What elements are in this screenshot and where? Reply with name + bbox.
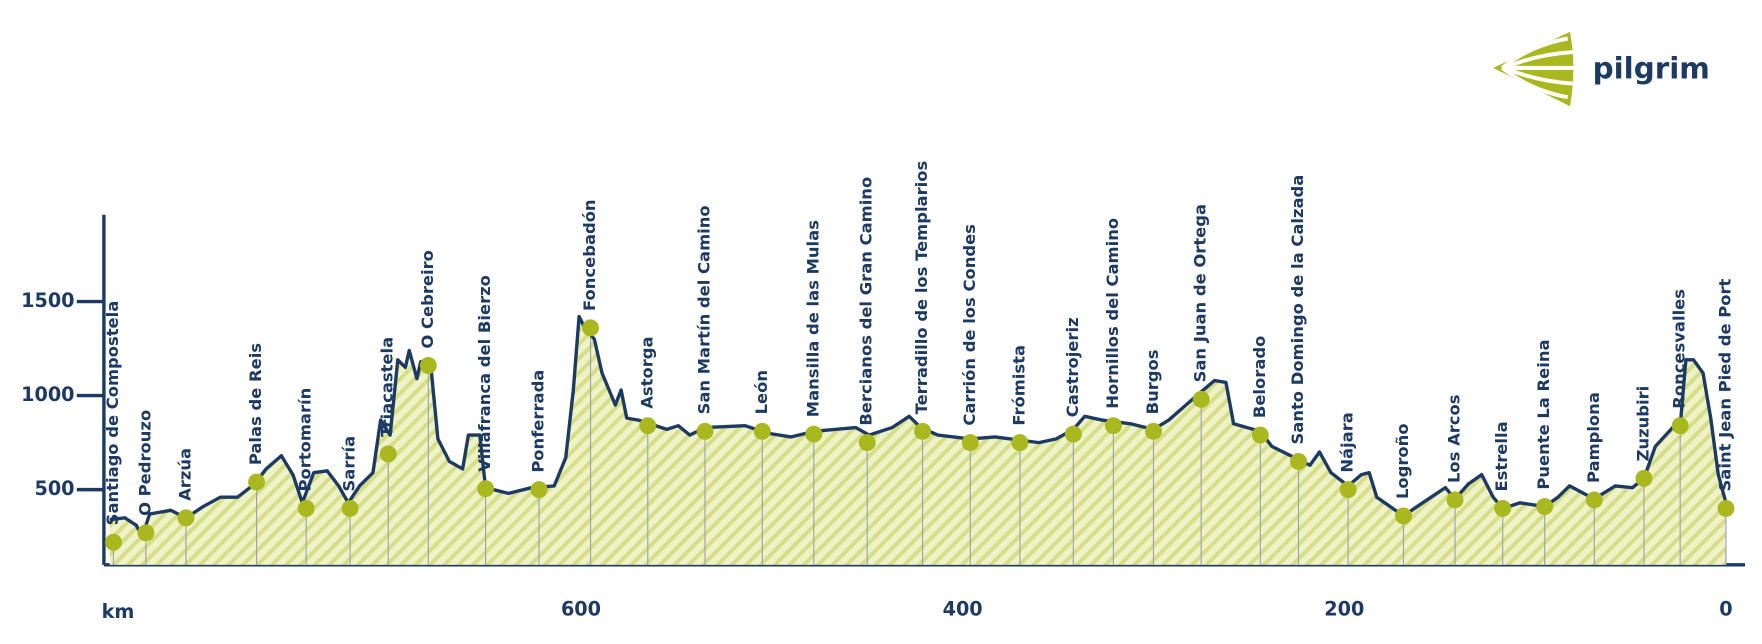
station-label: Santiago de Compostela	[103, 301, 122, 526]
x-tick-label: 400	[943, 598, 983, 621]
station-label: Zuzubiri	[1633, 386, 1652, 462]
station-marker	[1671, 417, 1689, 435]
station-marker	[1251, 426, 1269, 444]
station-marker	[1494, 499, 1512, 517]
station-label: Carrión de los Condes	[960, 224, 979, 426]
station-label: Astorga	[637, 336, 656, 408]
station-marker	[1394, 507, 1412, 525]
x-tick-label: 200	[1324, 598, 1364, 621]
elevation-line	[109, 314, 1728, 539]
station-label: Ponferrada	[529, 370, 548, 473]
station-label: Roncesvalles	[1670, 289, 1689, 409]
station-marker	[419, 357, 437, 374]
station-marker	[1290, 452, 1307, 470]
station-marker	[1145, 422, 1162, 440]
station-marker	[1635, 469, 1653, 487]
station-label: Frómista	[1009, 345, 1028, 426]
station-marker	[177, 509, 195, 527]
station-marker	[1192, 390, 1210, 408]
station-label: León	[752, 370, 771, 414]
station-marker	[639, 417, 657, 435]
station-marker	[753, 422, 771, 440]
station-label: Los Arcos	[1444, 395, 1463, 483]
y-tick-label: 500	[34, 477, 74, 500]
station-marker	[1339, 481, 1357, 499]
station-marker	[1536, 498, 1554, 516]
station-marker	[696, 422, 714, 440]
y-tick-label: 1000	[21, 383, 74, 406]
station-marker	[1446, 491, 1464, 509]
station-marker	[582, 319, 600, 337]
station-marker	[1011, 434, 1029, 452]
x-axis-label: km	[102, 600, 135, 623]
y-tick-label: 1500	[21, 289, 74, 312]
x-tick-label: 0	[1719, 598, 1732, 621]
station-marker	[104, 533, 122, 551]
station-label: Hornillos del Camino	[1103, 218, 1122, 409]
station-marker	[530, 481, 548, 499]
station-label: Mansilla de las Mulas	[803, 220, 822, 417]
station-label: Triacastela	[378, 337, 397, 437]
station-label: Estrella	[1492, 421, 1511, 491]
station-label: Castrojeriz	[1063, 317, 1082, 417]
station-marker	[1585, 491, 1603, 509]
station-marker	[1104, 417, 1122, 435]
station-marker	[248, 473, 266, 491]
station-label: Santo Domingo de la Calzada	[1288, 175, 1307, 445]
station-marker	[961, 434, 979, 452]
station-label: Saint Jean Pied de Port	[1715, 278, 1734, 491]
station-label: Palas de Reis	[246, 343, 265, 465]
station-marker	[341, 499, 359, 517]
station-marker	[137, 524, 155, 542]
elevation-area	[109, 316, 1726, 565]
station-label: Logroño	[1393, 423, 1412, 499]
station-marker	[914, 422, 932, 440]
station-label: Terradillo de los Templarios	[912, 161, 931, 415]
station-label: Pamplona	[1584, 392, 1603, 483]
station-label: Bercianos del Gran Camino	[857, 177, 876, 426]
station-marker	[858, 434, 876, 452]
station-marker	[477, 480, 495, 498]
station-label: Nájara	[1338, 412, 1357, 472]
brand-name: pilgrim	[1593, 52, 1710, 86]
station-marker	[379, 445, 397, 463]
station-marker	[1064, 425, 1082, 443]
station-label: Arzúa	[175, 448, 194, 501]
station-label: San Juan de Ortega	[1191, 204, 1210, 382]
station-marker	[805, 425, 823, 443]
station-label: Villafranca del Bierzo	[475, 275, 494, 472]
station-marker	[297, 499, 315, 517]
station-label: San Martín del Camino	[695, 205, 714, 414]
x-tick-label: 600	[561, 598, 601, 621]
station-label: Foncebadón	[580, 199, 599, 311]
station-label: Puente La Reina	[1534, 339, 1553, 489]
station-marker	[1717, 499, 1735, 517]
station-label: Portomarín	[296, 388, 315, 492]
station-label: Sarría	[340, 436, 359, 492]
station-label: Burgos	[1143, 350, 1162, 415]
station-label: O Pedrouzo	[135, 410, 154, 516]
logo: pilgrim	[1493, 31, 1710, 107]
station-label: O Cebreiro	[418, 250, 437, 349]
station-label: Belorado	[1250, 336, 1269, 418]
